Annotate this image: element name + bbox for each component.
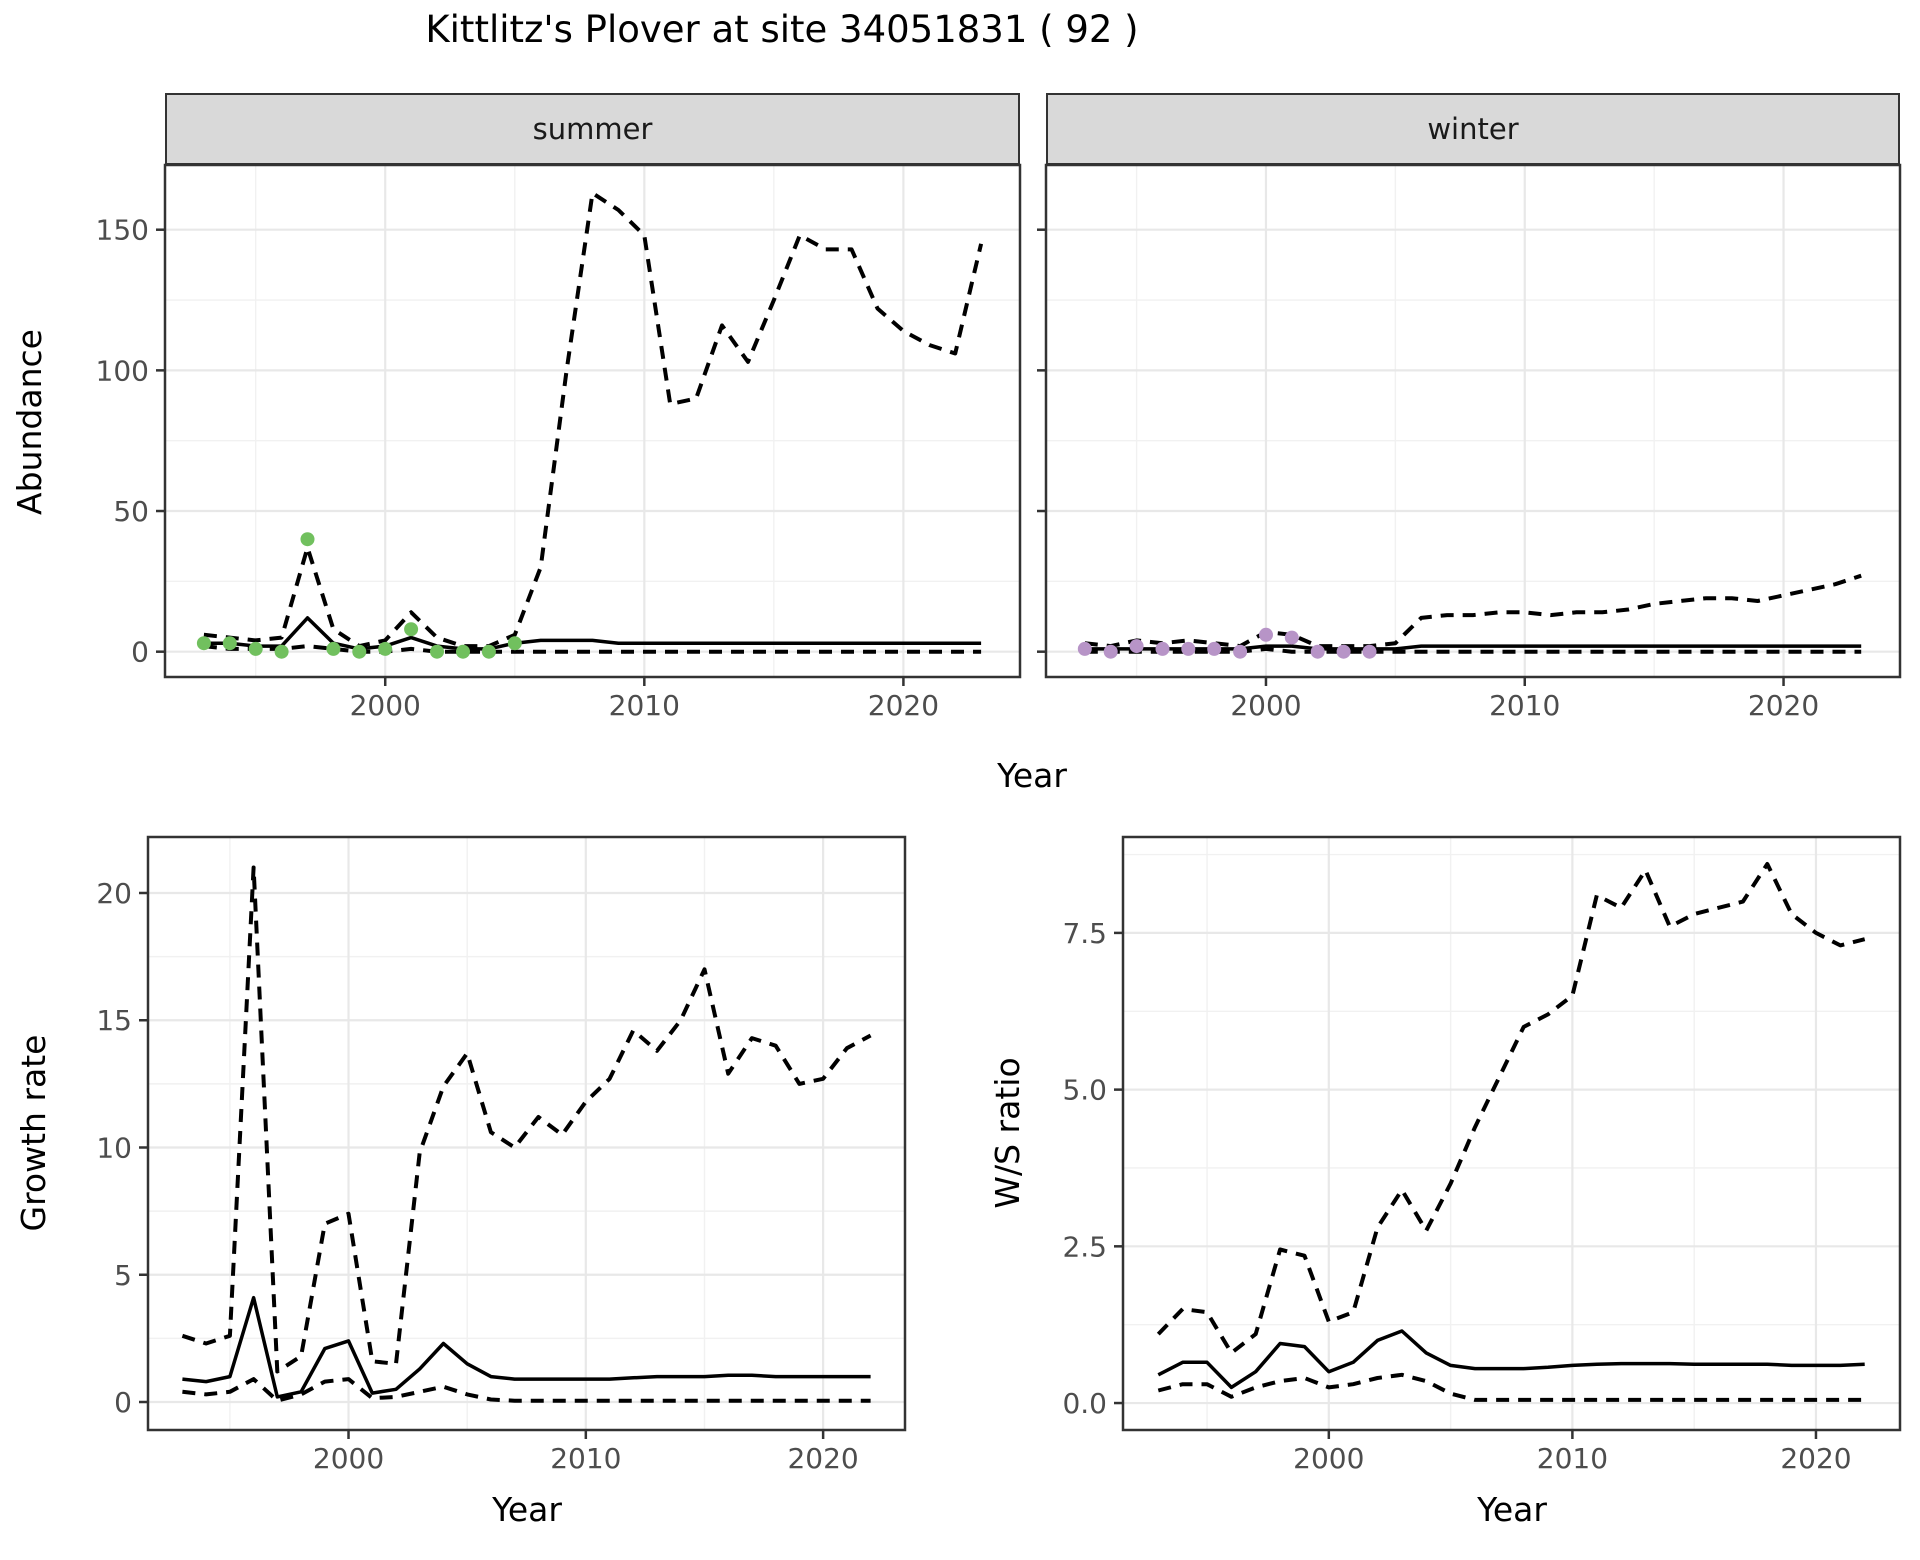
abundance_winter-upper_95ci <box>1084 573 1862 649</box>
y-tick-label: 50 <box>113 495 149 528</box>
abundance_summer-lower_95ci <box>203 644 982 654</box>
abundance_winter-lower_95ci <box>1084 646 1862 654</box>
bottom-left-year-axis-title: Year <box>492 1490 562 1529</box>
data-point <box>1181 641 1196 656</box>
x-tick-label: 2010 <box>1537 1442 1608 1475</box>
growth_rate-lower_95ci <box>182 1377 871 1403</box>
growth-rate-axis-title: Growth rate <box>14 1034 53 1232</box>
data-point <box>326 641 341 656</box>
y-tick-label: 5 <box>114 1259 132 1292</box>
panel-abundance_winter: 2000 2010 2020 <box>1037 163 1902 722</box>
y-tick-label: 0 <box>131 636 149 669</box>
growth_rate-median <box>182 1295 871 1399</box>
x-tick-label: 2000 <box>1293 1442 1364 1475</box>
data-point <box>1129 639 1144 654</box>
facet-strip-summer: summer <box>165 93 1020 165</box>
data-point <box>456 644 470 659</box>
data-point <box>507 636 522 651</box>
panel-abundance_summer: 2000 2010 2020 0 50 100 150 <box>96 163 1022 722</box>
ws-ratio-axis-title: W/S ratio <box>988 1057 1027 1209</box>
top-year-axis-title: Year <box>997 756 1067 795</box>
data-point <box>1336 644 1351 659</box>
data-point <box>1259 627 1273 642</box>
data-point <box>196 636 211 651</box>
y-tick-label: 150 <box>96 214 149 247</box>
x-tick-label: 2000 <box>350 689 421 722</box>
data-point <box>1284 630 1299 645</box>
abundance_winter-observed_counts <box>1077 627 1377 659</box>
growth_rate-upper_95ci <box>181 865 872 1374</box>
panel-border <box>163 163 1022 679</box>
chart-title: Kittlitz's Plover at site 34051831 ( 92 … <box>425 8 1139 51</box>
x-tick-label: 2020 <box>787 1442 858 1475</box>
data-point <box>481 644 496 659</box>
data-point <box>1362 644 1377 659</box>
y-tick-label: 2.5 <box>1062 1230 1107 1263</box>
y-tick-label: 10 <box>96 1131 132 1164</box>
facet-strip-winter: winter <box>1046 93 1900 165</box>
x-tick-label: 2000 <box>1230 689 1301 722</box>
panel-border <box>146 835 907 1432</box>
y-tick-label: 5.0 <box>1062 1074 1107 1107</box>
x-tick-label: 2010 <box>609 689 680 722</box>
abundance_summer-upper_95ci <box>203 191 984 649</box>
y-tick-label: 20 <box>96 877 132 910</box>
data-point <box>1233 644 1248 659</box>
data-point <box>1155 641 1170 656</box>
data-point <box>352 644 367 659</box>
y-tick-label: 0.0 <box>1062 1387 1107 1420</box>
data-point <box>378 641 393 656</box>
data-point <box>300 532 315 547</box>
panel-growth_rate: 2000 2010 2020 0 5 10 15 20 <box>96 835 907 1475</box>
panel-border <box>1121 835 1902 1432</box>
facet-strip-winter-label: winter <box>1427 112 1519 146</box>
panel-ws_ratio: 2000 2010 2020 0.0 2.5 5.0 7.5 <box>1062 835 1902 1475</box>
data-point <box>1103 644 1118 659</box>
ws_ratio-upper_95ci <box>1156 862 1866 1355</box>
data-point <box>404 622 419 637</box>
ws_ratio-lower_95ci <box>1157 1372 1865 1402</box>
data-point <box>1207 641 1222 656</box>
data-point <box>248 641 263 656</box>
facet-strip-summer-label: summer <box>532 112 653 146</box>
y-tick-label: 15 <box>96 1004 132 1037</box>
bottom-right-year-axis-title: Year <box>1477 1490 1547 1529</box>
x-tick-label: 2010 <box>550 1442 621 1475</box>
data-point <box>1077 641 1092 656</box>
ws_ratio-median <box>1157 1329 1865 1390</box>
panel-border <box>1044 163 1902 679</box>
y-tick-label: 7.5 <box>1062 917 1107 950</box>
data-point <box>222 636 237 651</box>
x-tick-label: 2010 <box>1489 689 1560 722</box>
y-tick-label: 100 <box>96 354 149 387</box>
x-tick-label: 2020 <box>1748 689 1819 722</box>
y-tick-label: 0 <box>114 1386 132 1419</box>
abundance-axis-title: Abundance <box>10 329 49 515</box>
data-point <box>274 644 289 659</box>
data-point <box>1310 644 1325 659</box>
x-tick-label: 2020 <box>1780 1442 1851 1475</box>
x-tick-label: 2000 <box>313 1442 384 1475</box>
data-point <box>430 644 444 659</box>
x-tick-label: 2020 <box>868 689 939 722</box>
abundance_summer-observed_counts <box>196 532 522 659</box>
